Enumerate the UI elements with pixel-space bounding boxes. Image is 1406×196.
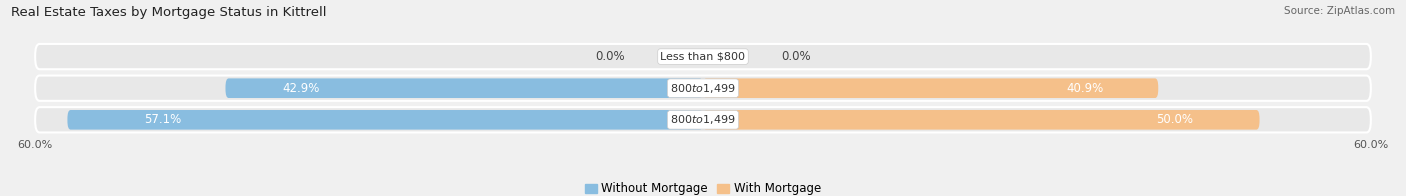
Legend: Without Mortgage, With Mortgage: Without Mortgage, With Mortgage: [581, 177, 825, 196]
Text: $800 to $1,499: $800 to $1,499: [671, 82, 735, 95]
Text: 42.9%: 42.9%: [283, 82, 321, 95]
FancyBboxPatch shape: [703, 78, 1159, 98]
FancyBboxPatch shape: [35, 44, 1371, 69]
Text: Less than $800: Less than $800: [661, 52, 745, 62]
Text: 50.0%: 50.0%: [1156, 113, 1192, 126]
Text: 40.9%: 40.9%: [1066, 82, 1104, 95]
Text: 0.0%: 0.0%: [596, 50, 626, 63]
Text: Source: ZipAtlas.com: Source: ZipAtlas.com: [1284, 6, 1395, 16]
FancyBboxPatch shape: [35, 107, 1371, 132]
FancyBboxPatch shape: [225, 78, 703, 98]
Text: 57.1%: 57.1%: [143, 113, 181, 126]
Text: 0.0%: 0.0%: [780, 50, 810, 63]
Text: $800 to $1,499: $800 to $1,499: [671, 113, 735, 126]
FancyBboxPatch shape: [67, 110, 703, 130]
Text: Real Estate Taxes by Mortgage Status in Kittrell: Real Estate Taxes by Mortgage Status in …: [11, 6, 326, 19]
FancyBboxPatch shape: [35, 75, 1371, 101]
FancyBboxPatch shape: [703, 110, 1260, 130]
